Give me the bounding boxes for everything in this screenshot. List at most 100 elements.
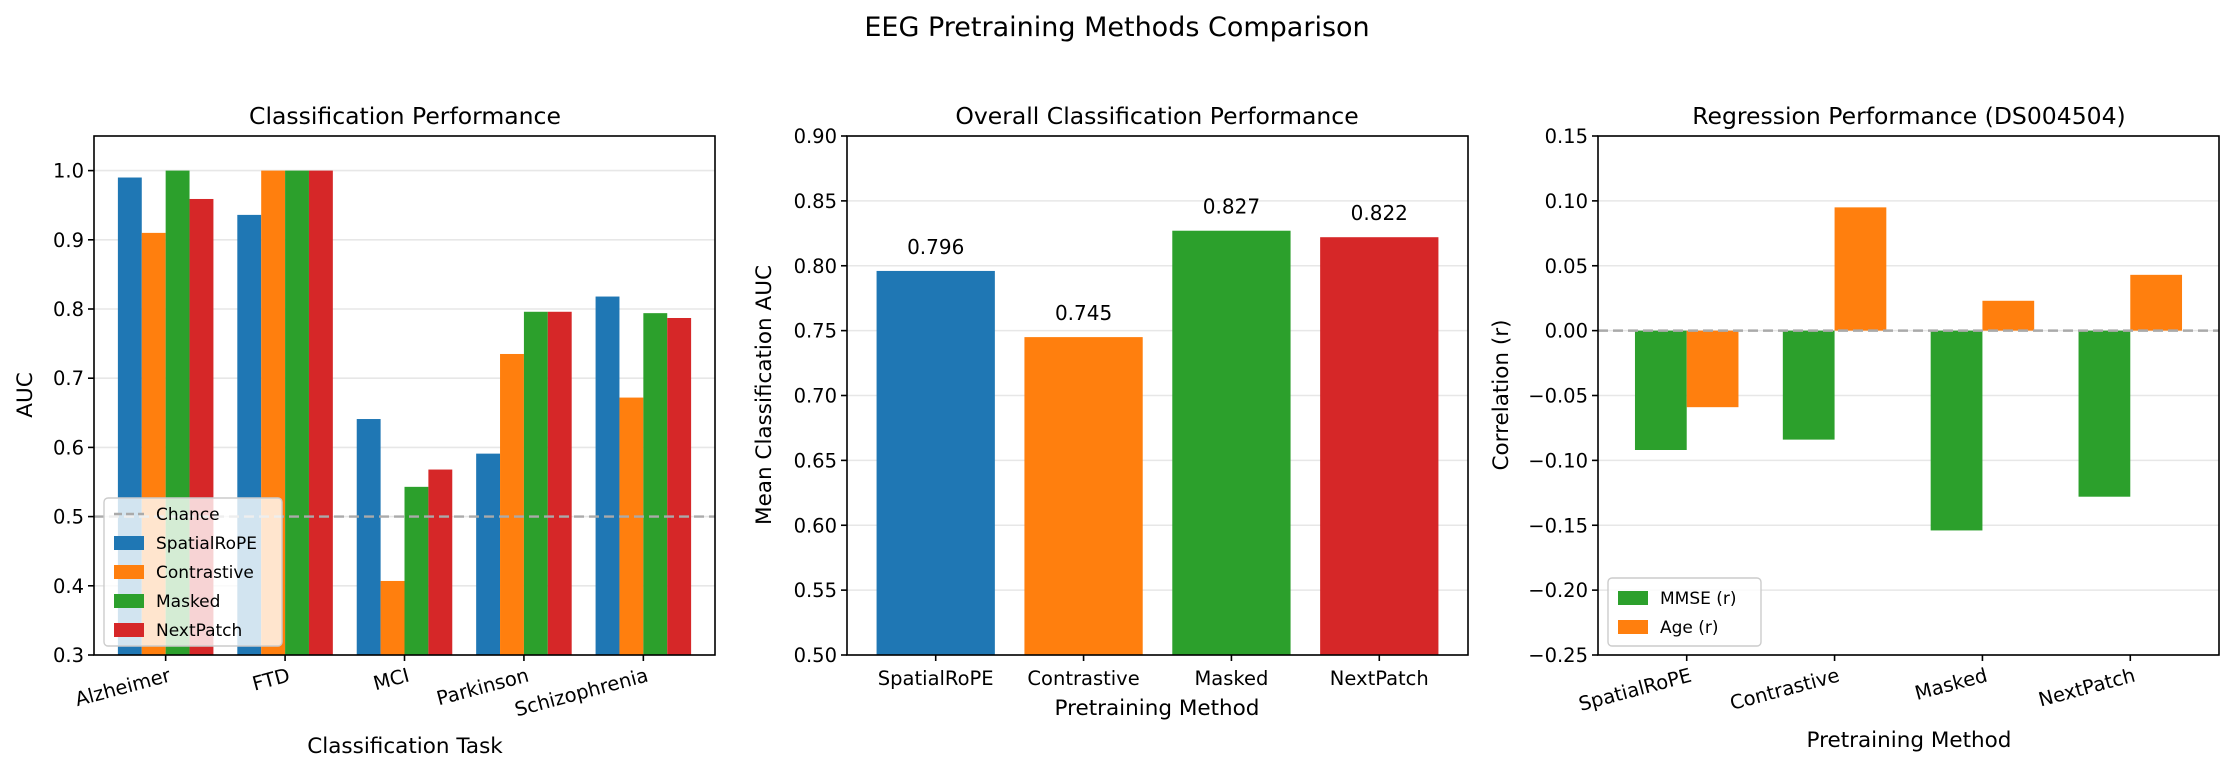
p2-bar-masked [1172,230,1291,655]
p3-x-tick-label: SpatialRoPE [1576,664,1694,716]
p3-y-tick-label: 0.05 [1545,255,1588,278]
p3-x-tick-label: NextPatch [2036,664,2138,712]
p1-x-axis-label: Classification Task [307,734,503,759]
p1-y-tick-label: 1.0 [53,160,84,183]
p1-y-tick-label: 0.6 [53,436,84,459]
p2-bar-nextpatch [1320,237,1439,655]
legend-label-chance: Chance [156,505,220,525]
p2-y-tick-label: 0.80 [794,255,837,278]
p2-data-label-spatialrope: 0.796 [907,235,964,259]
p2-y-tick-label: 0.65 [794,449,837,472]
p2-x-tick-label: NextPatch [1330,667,1429,690]
p2-x-tick-label: Masked [1194,667,1268,690]
p2-data-labels: 0.796 0.745 0.827 0.822 [907,195,1408,325]
legend-label-masked: Masked [156,592,220,612]
p1-bar-contrastive-mci [380,580,405,655]
p2-x-tick-label: SpatialRoPE [878,667,994,690]
p2-y-tick-label: 0.85 [794,190,837,213]
p2-y-tick-label: 0.60 [794,514,837,537]
p3-y-tick-label: −0.25 [1528,644,1588,667]
p1-bar-masked-schizophrenia [643,313,668,655]
p3-x-axis-label: Pretraining Method [1807,728,2012,753]
p3-title: Regression Performance (DS004504) [1692,102,2125,130]
p1-y-axis-label: AUC [13,372,38,417]
p3-bar-mmse-spatialrope [1634,330,1687,450]
p3-legend-swatch-age [1618,620,1648,634]
legend-label-spatialrope: SpatialRoPE [156,534,257,554]
overall-classification-chart: 0.50 0.55 0.60 0.65 0.70 0.75 0.80 0.85 0.90 Spa… [752,102,1469,721]
p1-y-tick-label: 0.8 [53,298,84,321]
p1-x-tick-label: MCI [371,664,412,696]
p3-bar-mmse-masked [1930,330,1983,531]
p1-bar-nextpatch-parkinson [547,311,572,655]
p2-x-axis-label: Pretraining Method [1055,696,1260,721]
p1-bar-spatialrope-schizophrenia [595,296,620,655]
p2-title: Overall Classification Performance [955,102,1358,130]
p3-y-tick-label: 0.15 [1545,125,1588,148]
p1-y-tick-label: 0.3 [53,644,84,667]
p3-x-tick-label: Contrastive [1727,664,1841,715]
p1-legend: Chance SpatialRoPE Contrastive Masked NextPa… [103,497,283,647]
p2-y-axis-label: Mean Classification AUC [752,265,777,525]
p2-y-ticks: 0.50 0.55 0.60 0.65 0.70 0.75 0.80 0.85 0.90 [794,125,847,667]
p3-y-tick-label: −0.20 [1528,579,1588,602]
p3-y-tick-label: 0.10 [1545,190,1588,213]
p3-x-tick-label: Masked [1912,664,1989,705]
p1-title: Classification Performance [249,102,561,130]
p1-bar-contrastive-schizophrenia [619,397,644,655]
p2-bars [876,230,1439,655]
p3-y-tick-label: −0.15 [1528,514,1588,537]
p3-x-ticks: SpatialRoPE Contrastive Masked NextPatch [1576,655,2138,716]
p2-y-tick-label: 0.50 [794,644,837,667]
p3-bar-mmse-nextpatch [2078,330,2131,497]
p1-bar-contrastive-parkinson [500,353,524,655]
p1-legend-box [103,497,283,647]
p3-bar-age-nextpatch [2130,274,2183,331]
p1-bar-masked-ftd [285,170,309,655]
p3-bar-age-spatialrope [1686,330,1739,408]
p1-x-tick-label: Schizophrenia [512,664,650,722]
p3-legend: MMSE (r) Age (r) [1607,577,1762,647]
p2-x-ticks: SpatialRoPE Contrastive Masked NextPatch [878,655,1429,690]
legend-swatch-nextpatch [114,623,144,637]
p1-y-tick-label: 0.7 [53,367,84,390]
p1-y-tick-label: 0.9 [53,229,84,252]
p1-x-tick-label: Alzheimer [73,663,174,711]
legend-swatch-spatialrope [114,536,144,550]
legend-swatch-contrastive [114,565,144,579]
p1-bar-nextpatch-mci [428,469,453,655]
p3-legend-swatch-mmse [1618,591,1648,605]
p2-y-tick-label: 0.70 [794,385,837,408]
p3-legend-label-mmse: MMSE (r) [1660,589,1737,609]
p2-y-tick-label: 0.75 [794,320,837,343]
p1-bar-masked-parkinson [523,311,548,655]
legend-swatch-masked [114,594,144,608]
p1-bar-spatialrope-mci [356,419,381,655]
p2-y-tick-label: 0.55 [794,579,837,602]
regression-performance-chart: −0.25 −0.20 −0.15 −0.10 −0.05 0.00 0.05 0.10 0.1… [1489,102,2220,753]
p3-y-tick-label: −0.05 [1528,385,1588,408]
p3-bars [1634,207,2183,531]
p1-bar-nextpatch-schizophrenia [667,317,692,655]
p1-bar-spatialrope-parkinson [476,453,501,655]
p1-x-tick-label: FTD [250,664,292,696]
legend-label-nextpatch: NextPatch [156,621,242,641]
p3-y-axis-label: Correlation (r) [1489,319,1514,470]
p3-bar-age-masked [1982,300,2035,331]
legend-label-contrastive: Contrastive [156,563,254,583]
p2-x-tick-label: Contrastive [1027,667,1139,690]
p1-bar-nextpatch-ftd [308,170,333,655]
classification-performance-chart: 0.3 0.4 0.5 0.6 0.7 0.8 0.9 1.0 Alzheimer FTD MCI… [13,102,716,759]
p2-bar-spatialrope [876,270,995,655]
p3-bar-mmse-contrastive [1782,330,1835,440]
p3-bar-age-contrastive [1834,207,1887,331]
p1-y-tick-label: 0.5 [53,506,84,529]
p3-y-tick-label: −0.10 [1528,449,1588,472]
p2-data-label-nextpatch: 0.822 [1351,201,1408,225]
p2-bar-contrastive [1024,337,1143,655]
p3-y-ticks: −0.25 −0.20 −0.15 −0.10 −0.05 0.00 0.05 0.10 0.1… [1528,125,1598,667]
p3-legend-label-age: Age (r) [1660,618,1719,638]
p2-data-label-masked: 0.827 [1203,195,1260,219]
